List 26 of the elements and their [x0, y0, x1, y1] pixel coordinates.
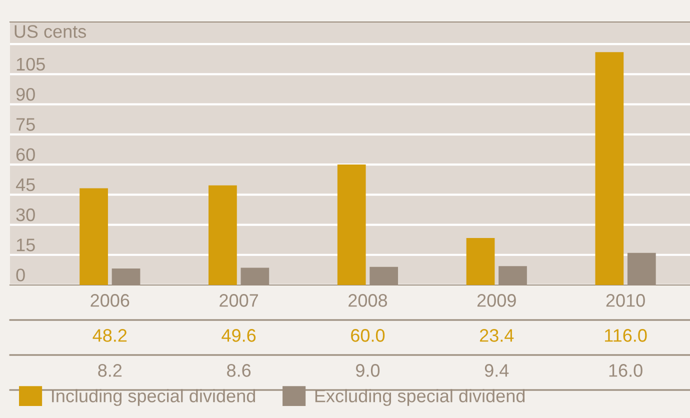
legend-label: Excluding special dividend	[315, 389, 525, 406]
data-label: 8.2	[98, 364, 122, 377]
x-tick-label: 2007	[220, 294, 258, 307]
y-tick-label: 90	[16, 88, 35, 101]
x-tick-label: 2010	[606, 294, 645, 307]
data-label: 48.2	[92, 329, 127, 342]
data-label: 23.4	[480, 329, 514, 342]
y-tick-label: 30	[16, 208, 35, 222]
legend-label: Including special dividend	[52, 389, 255, 406]
data-label: 9.4	[484, 364, 509, 377]
x-tick-label: 2008	[348, 294, 388, 307]
x-tick-label: 2006	[90, 294, 130, 307]
data-label: 60.0	[351, 329, 385, 342]
y-axis-title: US cents	[14, 25, 86, 38]
x-tick-label: 2009	[477, 294, 516, 307]
y-tick-label: 15	[16, 238, 35, 252]
y-tick-label: 105	[16, 58, 45, 71]
data-label: 116.0	[605, 329, 647, 342]
data-label: 8.6	[227, 364, 251, 377]
y-tick-label: 75	[16, 118, 35, 131]
data-label: 49.6	[222, 329, 256, 342]
y-tick-label: 60	[16, 148, 35, 161]
data-label: 9.0	[356, 364, 380, 377]
data-label: 16.0	[609, 364, 642, 377]
y-tick-label: 45	[16, 178, 35, 192]
y-tick-label: 0	[16, 268, 25, 282]
